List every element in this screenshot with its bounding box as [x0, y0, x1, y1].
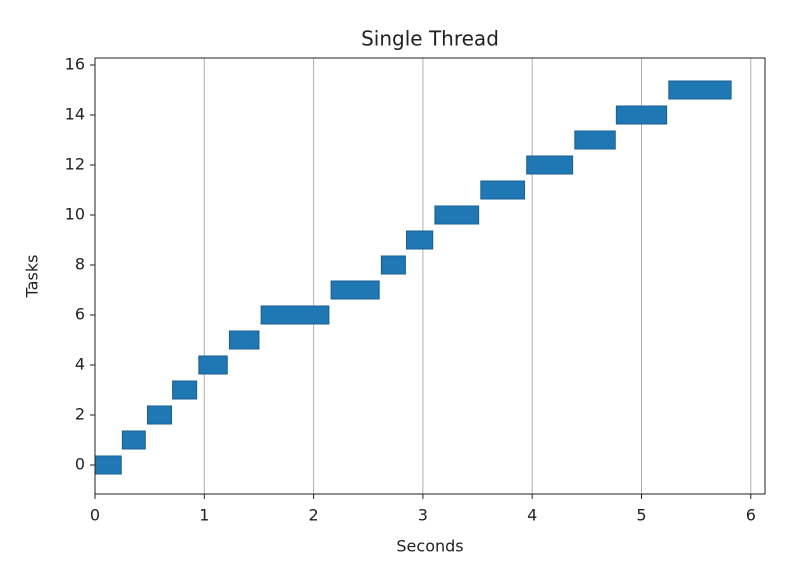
- y-tick-label: 16: [65, 55, 85, 74]
- task-bar: [330, 280, 380, 300]
- chart-title: Single Thread: [361, 27, 499, 51]
- task-bar: [172, 380, 198, 400]
- task-bar: [94, 455, 122, 475]
- y-tick-label: 0: [75, 455, 85, 474]
- task-bar: [228, 330, 260, 350]
- task-bar: [198, 355, 228, 375]
- task-bar: [146, 405, 173, 425]
- task-bar: [615, 105, 668, 125]
- y-tick-label: 10: [65, 205, 85, 224]
- task-bar: [380, 255, 406, 275]
- x-tick-label: 1: [199, 506, 209, 525]
- task-bar: [668, 80, 732, 100]
- x-tick-label: 6: [746, 506, 756, 525]
- x-axis-label: Seconds: [396, 537, 463, 556]
- y-tick-label: 8: [75, 255, 85, 274]
- task-bar: [121, 430, 146, 450]
- task-bar: [406, 230, 434, 250]
- task-bar: [260, 305, 330, 325]
- x-tick-label: 2: [309, 506, 319, 525]
- y-tick-label: 14: [65, 105, 85, 124]
- task-bar: [480, 180, 526, 200]
- x-tick-label: 0: [90, 506, 100, 525]
- task-bar: [434, 205, 480, 225]
- y-tick-label: 2: [75, 405, 85, 424]
- y-tick-label: 12: [65, 155, 85, 174]
- x-tick-label: 3: [418, 506, 428, 525]
- y-tick-label: 4: [75, 355, 85, 374]
- plot-frame: [94, 57, 766, 495]
- x-tick-label: 4: [527, 506, 537, 525]
- y-axis-label: Tasks: [23, 255, 42, 299]
- y-tick-label: 6: [75, 305, 85, 324]
- x-tick-label: 5: [636, 506, 646, 525]
- task-bar: [526, 155, 574, 175]
- task-bar: [574, 130, 616, 150]
